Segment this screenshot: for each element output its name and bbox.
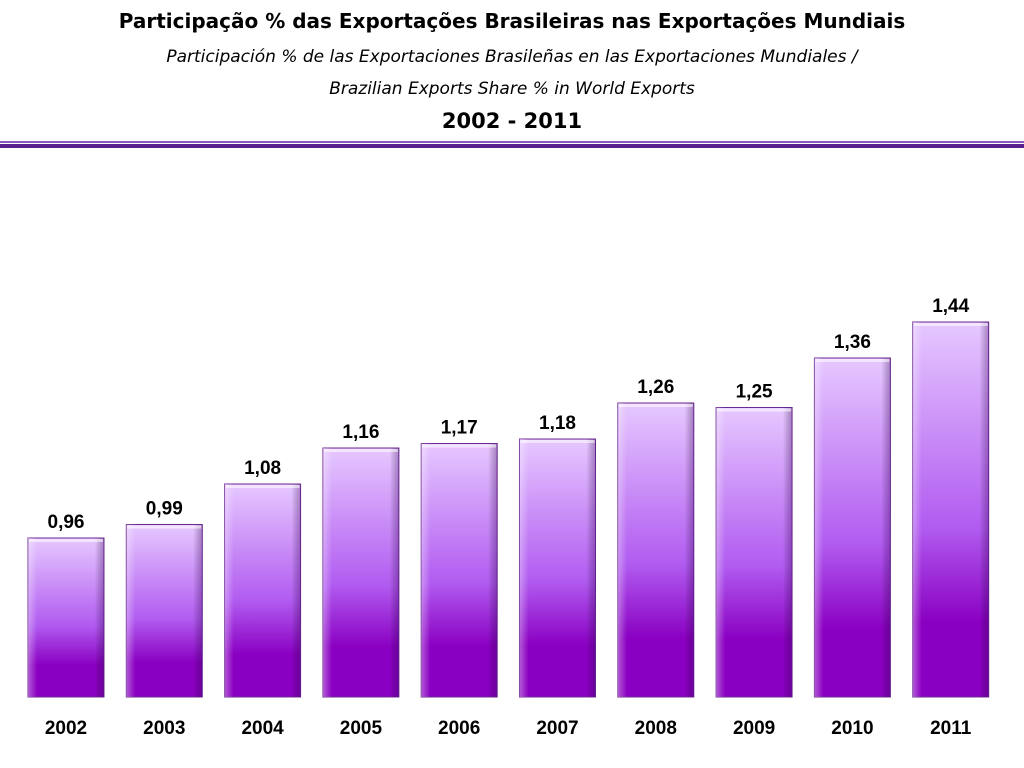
bar-top-highlight bbox=[422, 444, 497, 448]
bar-2007 bbox=[519, 438, 596, 698]
value-label-2006: 1,17 bbox=[441, 418, 478, 439]
chart-subtitle-english: Brazilian Exports Share % in World Expor… bbox=[329, 79, 695, 99]
value-label-2004: 1,08 bbox=[244, 458, 281, 479]
value-labels-layer: 0,96 0,99 1,08 1,16 1,17 1,18 1,26 1,25 1,36 1,44 bbox=[48, 296, 970, 533]
bar-top-highlight bbox=[323, 449, 398, 452]
bar-2003 bbox=[125, 524, 203, 698]
chart-title: Participação % das Exportações Brasileir… bbox=[118, 9, 906, 33]
bar-2011 bbox=[912, 321, 990, 698]
bar-shine bbox=[912, 322, 989, 697]
bar-top-highlight bbox=[815, 359, 890, 362]
bar-2002 bbox=[27, 537, 105, 698]
value-label-2005: 1,16 bbox=[342, 422, 379, 443]
divider-thick-line bbox=[0, 144, 1024, 148]
x-tick-label-2004: 2004 bbox=[241, 718, 284, 739]
bar-top-highlight bbox=[717, 408, 792, 412]
x-tick-label-2010: 2010 bbox=[831, 718, 873, 739]
x-tick-label-2009: 2009 bbox=[733, 718, 775, 739]
bar-shine bbox=[519, 439, 596, 697]
value-label-2002: 0,96 bbox=[48, 512, 85, 533]
value-label-2010: 1,36 bbox=[834, 332, 871, 353]
value-label-2008: 1,26 bbox=[637, 377, 674, 398]
x-tick-label-2003: 2003 bbox=[143, 718, 185, 739]
x-axis-tick-labels: 2002 2003 2004 2005 2006 2007 2008 2009 2010 2011 bbox=[45, 718, 972, 739]
divider-thin-line bbox=[0, 141, 1024, 143]
bar-shine bbox=[322, 448, 399, 697]
x-tick-label-2006: 2006 bbox=[438, 718, 480, 739]
bar-shine bbox=[224, 484, 301, 697]
bar-top-highlight bbox=[520, 440, 595, 443]
x-tick-label-2008: 2008 bbox=[635, 718, 677, 739]
bar-2006 bbox=[420, 443, 498, 698]
bar-2004 bbox=[224, 483, 302, 698]
bar-2010 bbox=[813, 357, 891, 698]
bar-top-highlight bbox=[913, 323, 988, 326]
bar-top-highlight bbox=[225, 485, 300, 488]
bar-shine bbox=[617, 403, 694, 697]
bar-shine bbox=[716, 407, 793, 697]
value-label-2009: 1,25 bbox=[736, 382, 773, 403]
x-tick-label-2002: 2002 bbox=[45, 718, 87, 739]
bar-shine bbox=[28, 538, 104, 697]
header-divider bbox=[0, 141, 1024, 149]
bar-2008 bbox=[617, 402, 695, 698]
bar-shine bbox=[421, 443, 498, 697]
bars-layer bbox=[27, 321, 990, 698]
value-label-2007: 1,18 bbox=[539, 413, 576, 434]
x-tick-label-2005: 2005 bbox=[340, 718, 383, 739]
bar-top-highlight bbox=[29, 539, 103, 542]
bar-2009 bbox=[715, 407, 793, 698]
bar-top-highlight bbox=[618, 404, 693, 407]
value-label-2003: 0,99 bbox=[146, 499, 183, 520]
x-tick-label-2011: 2011 bbox=[930, 718, 972, 739]
chart-subtitle-spanish: Participación % de las Exportaciones Bra… bbox=[166, 47, 858, 67]
bar-shine bbox=[126, 524, 203, 697]
chart-period: 2002 - 2011 bbox=[441, 109, 583, 133]
bar-shine bbox=[814, 358, 891, 697]
x-tick-label-2007: 2007 bbox=[536, 718, 578, 739]
bar-2005 bbox=[322, 447, 400, 698]
bar-top-highlight bbox=[127, 525, 202, 529]
value-label-2011: 1,44 bbox=[932, 296, 969, 317]
